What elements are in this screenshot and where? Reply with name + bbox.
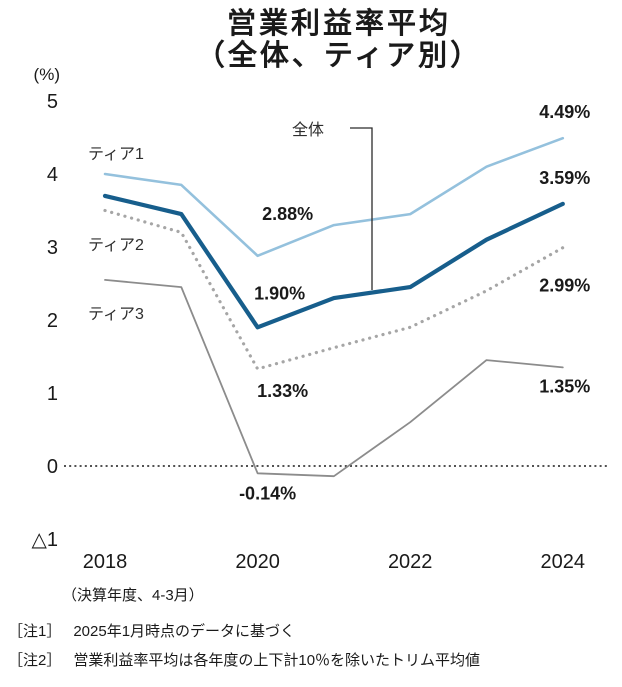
y-tick-6: △1 — [31, 529, 58, 551]
series-line-overall — [102, 193, 565, 330]
series-line-tier1 — [103, 136, 565, 258]
x-tick-2024: 2024 — [541, 551, 586, 573]
x-tick-2020: 2020 — [235, 551, 280, 573]
series-label-tier1: ティア1 — [88, 146, 144, 163]
chart-title-line2: （全体、ティア別） — [195, 40, 483, 73]
data-label-tier3-2020: -0.14% — [239, 483, 296, 503]
note-1-text: 2025年1月時点のデータに基づく — [73, 623, 296, 640]
data-label-tier1-2020: 2.88% — [262, 204, 313, 224]
note-2: ［注2］ 営業利益率平均は各年度の上下計10％を除いたトリム平均値 — [8, 646, 480, 675]
series-line-tier3 — [104, 278, 564, 478]
note-1-tag: ［注1］ — [8, 623, 62, 640]
x-axis-note: （決算年度、4-3月） — [62, 586, 204, 604]
note-2-text: 営業利益率平均は各年度の上下計10％を除いたトリム平均値 — [73, 652, 481, 670]
y-axis-unit-label: (%) — [34, 65, 60, 84]
series-label-tier3: ティア3 — [88, 306, 144, 323]
overall-callout-line — [350, 127, 373, 290]
chart-notes: ［注1］ 2025年1月時点のデータに基づく ［注2］ 営業利益率平均は各年度の上下… — [8, 617, 480, 676]
y-tick-0: 5 — [47, 91, 58, 113]
chart-title: 営業利益率平均 （全体、ティア別） — [0, 8, 622, 73]
x-tick-2018: 2018 — [83, 551, 128, 573]
data-label-overall-2024: 3.59% — [539, 168, 590, 188]
y-tick-2: 3 — [47, 237, 58, 259]
data-label-overall-2020: 1.90% — [254, 283, 305, 303]
series-label-tier2: ティア2 — [88, 237, 144, 254]
data-label-tier2-2024: 2.99% — [539, 276, 590, 296]
note-1: ［注1］ 2025年1月時点のデータに基づく — [8, 617, 480, 646]
y-tick-4: 1 — [47, 383, 58, 405]
y-tick-3: 2 — [47, 310, 58, 332]
x-tick-2022: 2022 — [388, 551, 433, 573]
data-label-tier2-2020: 1.33% — [257, 381, 308, 401]
note-2-tag: ［注2］ — [8, 652, 62, 670]
chart-title-line1: 営業利益率平均 — [226, 8, 451, 40]
data-label-tier1-2024: 4.49% — [539, 102, 590, 122]
y-tick-5: 0 — [47, 456, 58, 478]
data-label-tier3-2024: 1.35% — [539, 376, 590, 396]
series-label-overall: 全体 — [292, 121, 324, 139]
y-tick-1: 4 — [47, 164, 58, 186]
